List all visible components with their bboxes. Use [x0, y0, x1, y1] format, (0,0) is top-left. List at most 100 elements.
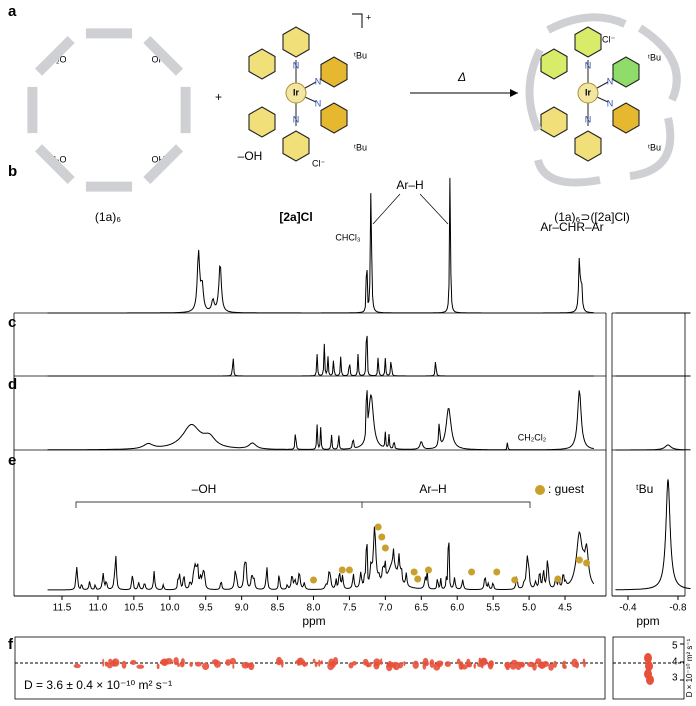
dosy-spot — [429, 659, 435, 668]
chloride: Cl⁻ — [312, 158, 325, 168]
dosy-spot — [387, 660, 392, 667]
arrow-head — [510, 89, 518, 97]
dosy-spot — [510, 663, 517, 670]
host-wall — [34, 35, 75, 76]
tick-label: 7.0 — [378, 603, 392, 614]
host-wall — [534, 158, 601, 187]
nitrogen: N — [585, 60, 592, 70]
tbu: ᵗBu — [354, 50, 367, 60]
iridium-atom — [285, 82, 307, 104]
dosy-spot — [108, 658, 113, 665]
peak-label: Ar–CHR–Ar — [540, 220, 603, 234]
tbu: ᵗBu — [648, 142, 661, 152]
dosy-spot — [393, 661, 397, 670]
iridium-atom — [577, 82, 599, 104]
dosy-spot — [229, 657, 237, 665]
panel-label: e — [8, 452, 16, 469]
dosy-spot — [332, 657, 339, 666]
ring — [282, 26, 310, 58]
dosy-tick: 5 — [672, 641, 678, 652]
spectrum-d — [47, 390, 594, 451]
tbu: ᵗBu — [648, 52, 661, 62]
ring — [282, 130, 310, 162]
axis-label: ppm — [636, 614, 659, 628]
ring — [574, 130, 602, 162]
dosy-spot — [104, 661, 108, 667]
dosy-spot — [102, 658, 105, 667]
complex-label: (1a)₆⊃([2a]Cl) — [554, 210, 630, 224]
guest-dot — [424, 566, 432, 574]
dosy-annotation: D = 3.6 ± 0.4 × 10⁻¹⁰ m² s⁻¹ — [24, 678, 172, 692]
panel-label: a — [8, 3, 17, 20]
dosy-spot — [548, 663, 554, 671]
guest-dot — [338, 566, 346, 574]
guest-dot — [345, 566, 353, 574]
dosy-spot — [213, 660, 221, 668]
spectrum-e-inset — [615, 478, 691, 591]
tick-label: 7.5 — [342, 603, 356, 614]
peak-label: –OH — [192, 482, 217, 496]
host-wall — [143, 144, 184, 185]
dosy-spot — [481, 663, 484, 669]
leader — [419, 193, 449, 225]
tick-label: 8.0 — [307, 603, 321, 614]
dosy-spot — [280, 659, 284, 668]
dosy-spot — [312, 658, 316, 664]
tick-label: 5.5 — [486, 603, 500, 614]
panel-label: f — [8, 636, 14, 653]
dosy-spot — [232, 664, 235, 669]
iridium: Ir — [293, 87, 300, 97]
dosy-spot — [553, 660, 558, 668]
host-wall — [525, 48, 544, 132]
legend-dot — [535, 485, 545, 495]
panel-label: d — [8, 376, 17, 393]
tick-label: 5.0 — [522, 603, 536, 614]
guest-dot — [575, 556, 583, 564]
guest-dot — [554, 575, 562, 583]
chloride: Cl⁻ — [602, 34, 615, 44]
bracket — [75, 501, 531, 508]
tbu: ᵗBu — [354, 142, 367, 152]
dosy-spot — [201, 662, 210, 670]
dosy-spot — [241, 661, 250, 669]
leader — [372, 193, 401, 225]
dosy-spot — [487, 660, 494, 670]
ring — [540, 48, 568, 80]
dosy-spot — [173, 657, 179, 666]
tick-label: 4.5 — [558, 603, 572, 614]
guest-dot — [410, 568, 418, 576]
legend-text: : guest — [548, 482, 585, 496]
dosy-spot — [412, 660, 419, 670]
dosy-frame — [14, 636, 606, 700]
dosy-spot — [130, 659, 137, 665]
dosy-spot — [444, 661, 451, 668]
guest-label: [2a]Cl — [279, 210, 312, 224]
dosy-spot — [532, 662, 537, 671]
spectrum-d-inset — [615, 444, 691, 451]
ring — [540, 106, 568, 138]
nitrogen: N — [607, 76, 614, 86]
tick-label: 11.0 — [89, 603, 108, 614]
solvent-label: CH₂Cl₂ — [518, 432, 547, 442]
dosy-tick: 4 — [672, 657, 678, 668]
dosy-spot — [478, 657, 482, 665]
dosy-spot — [380, 658, 383, 666]
water: H₂O — [50, 154, 67, 164]
dosy-spot — [403, 661, 406, 666]
dosy-spot — [348, 662, 354, 669]
dosy-axis-label: D × 10⁻¹⁰ m² s⁻¹ — [685, 638, 694, 697]
heat: Δ — [457, 70, 466, 84]
guest-dot — [493, 568, 501, 576]
tick-label: 8.5 — [271, 603, 285, 614]
dosy-spot — [111, 659, 117, 667]
dosy-frame — [612, 636, 685, 700]
ring — [248, 48, 276, 80]
guest-dot — [381, 544, 389, 552]
nitrogen: N — [585, 114, 592, 124]
spectrum-c — [47, 335, 594, 377]
dosy-spot — [373, 661, 380, 670]
axis-label: ppm — [302, 614, 325, 628]
nitrogen: N — [315, 76, 322, 86]
dosy-spot — [225, 659, 231, 666]
nitrogen: N — [607, 98, 614, 108]
